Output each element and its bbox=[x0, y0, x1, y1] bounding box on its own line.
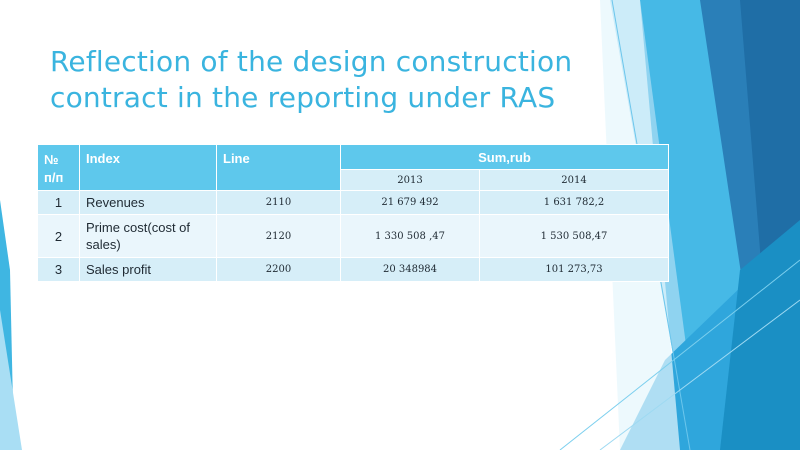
header-number-line-1: № bbox=[44, 152, 59, 167]
deco-line bbox=[559, 259, 800, 450]
row-value-2013: 1 330 508 ,47 bbox=[340, 214, 480, 258]
header-sum: Sum,rub bbox=[339, 144, 670, 170]
row-value-2013: 21 679 492 bbox=[340, 190, 480, 215]
table-subheader-row: 2013 2014 bbox=[38, 169, 670, 191]
table-row: 3 Sales profit 2200 20 348984 101 273,73 bbox=[37, 257, 670, 282]
row-index: Prime cost(cost of sales) bbox=[79, 214, 217, 258]
deco-facet-teal bbox=[720, 220, 800, 450]
deco-line bbox=[599, 299, 800, 450]
row-index: Sales profit bbox=[79, 257, 217, 282]
row-line: 2200 bbox=[216, 257, 341, 282]
deco-left-strip-light bbox=[0, 310, 22, 450]
row-value-2014: 1 631 782,2 bbox=[478, 190, 670, 215]
slide-title-line-2: contract in the reporting under RAS bbox=[50, 81, 556, 114]
header-index: Index bbox=[79, 144, 217, 191]
row-number: 1 bbox=[37, 190, 80, 215]
slide-title: Reflection of the design construction co… bbox=[50, 44, 610, 116]
header-line: Line bbox=[216, 144, 341, 191]
row-number: 3 bbox=[37, 257, 80, 282]
row-line: 2120 bbox=[216, 214, 341, 258]
row-index: Revenues bbox=[79, 190, 217, 215]
reporting-table: № п/п Index Line Sum,rub 2013 2014 1 Rev… bbox=[37, 144, 670, 282]
row-value-2014: 101 273,73 bbox=[478, 257, 670, 282]
table-header-row: № п/п Index Line Sum,rub bbox=[37, 144, 670, 191]
row-line: 2110 bbox=[216, 190, 341, 215]
row-number: 2 bbox=[37, 214, 80, 258]
table-row: 1 Revenues 2110 21 679 492 1 631 782,2 bbox=[37, 190, 670, 215]
row-value-2014: 1 530 508,47 bbox=[478, 214, 670, 258]
slide-title-line-1: Reflection of the design construction bbox=[50, 45, 573, 78]
header-number: № п/п bbox=[37, 144, 80, 191]
header-number-line-2: п/п bbox=[44, 170, 64, 185]
header-year-2013: 2013 bbox=[340, 169, 480, 191]
header-year-2014: 2014 bbox=[478, 169, 670, 191]
row-value-2013: 20 348984 bbox=[340, 257, 480, 282]
table-row: 2 Prime cost(cost of sales) 2120 1 330 5… bbox=[37, 214, 670, 258]
